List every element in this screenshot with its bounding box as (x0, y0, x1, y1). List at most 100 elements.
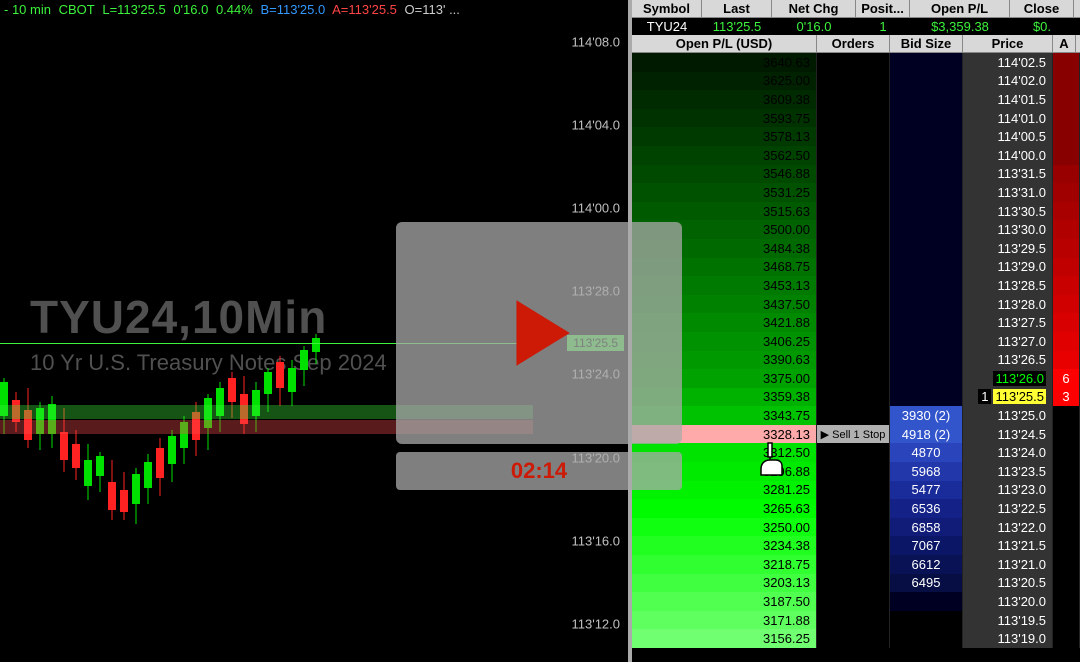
dom-cell-ask[interactable] (1053, 183, 1080, 202)
dom-cell-price[interactable]: 113'29.0 (963, 258, 1053, 277)
dom-cell-price[interactable]: 113'20.0 (963, 592, 1053, 611)
dom-cell-price[interactable]: 113'30.0 (963, 220, 1053, 239)
dom-cell-bid[interactable] (890, 183, 963, 202)
dom-cell-price[interactable]: 113'26.0 (963, 369, 1053, 388)
dom-row[interactable]: 3531.25113'31.0 (632, 183, 1080, 202)
dom-cell-bid[interactable] (890, 295, 963, 314)
dom-cell-ask[interactable] (1053, 127, 1080, 146)
play-button[interactable] (396, 222, 682, 444)
dom-cell-bid[interactable] (890, 629, 963, 648)
dom-row[interactable]: 3281.255477113'23.0 (632, 481, 1080, 500)
dom-cell-ask[interactable] (1053, 629, 1080, 648)
dom-cell-ask[interactable] (1053, 202, 1080, 221)
dom-cell-orders[interactable] (817, 239, 890, 258)
dom-row[interactable]: 3640.63114'02.5 (632, 53, 1080, 72)
dom-cell-orders[interactable] (817, 183, 890, 202)
dom-cell-orders[interactable] (817, 369, 890, 388)
dom-cell-ask[interactable] (1053, 406, 1080, 425)
dom-row[interactable]: 3609.38114'01.5 (632, 90, 1080, 109)
dom-cell-ask[interactable]: 6 (1053, 369, 1080, 388)
dom-cell-price[interactable]: 113'19.5 (963, 611, 1053, 630)
dom-cell-bid[interactable] (890, 127, 963, 146)
dom-cell-orders[interactable] (817, 53, 890, 72)
dom-top-header-cell[interactable]: Close (1010, 0, 1074, 17)
dom-cell-ask[interactable] (1053, 518, 1080, 537)
dom-cell-price[interactable]: 114'01.5 (963, 90, 1053, 109)
dom-col-header-cell[interactable]: Bid Size (890, 35, 963, 52)
dom-cell-orders[interactable] (817, 109, 890, 128)
dom-col-header-cell[interactable]: Orders (817, 35, 890, 52)
dom-cell-ask[interactable] (1053, 53, 1080, 72)
dom-row[interactable]: 3421.88113'27.5 (632, 313, 1080, 332)
dom-cell-ask[interactable] (1053, 611, 1080, 630)
dom-cell-price[interactable]: 113'24.0 (963, 443, 1053, 462)
dom-col-header-cell[interactable]: Open P/L (USD) (632, 35, 817, 52)
dom-cell-bid[interactable]: 4870 (890, 443, 963, 462)
dom-cell-price[interactable]: 113'19.0 (963, 629, 1053, 648)
dom-cell-orders[interactable] (817, 295, 890, 314)
dom-cell-ask[interactable] (1053, 574, 1080, 593)
dom-cell-orders[interactable] (817, 443, 890, 462)
dom-cell-price[interactable]: 113'30.5 (963, 202, 1053, 221)
dom-cell-ask[interactable] (1053, 109, 1080, 128)
dom-cell-price[interactable]: 113'23.5 (963, 462, 1053, 481)
dom-cell-price[interactable]: 114'02.5 (963, 53, 1053, 72)
dom-cell-orders[interactable] (817, 332, 890, 351)
dom-cell-bid[interactable]: 4918 (2) (890, 425, 963, 444)
dom-cell-ask[interactable] (1053, 499, 1080, 518)
dom-cell-orders[interactable] (817, 574, 890, 593)
dom-cell-bid[interactable]: 6536 (890, 499, 963, 518)
dom-cell-orders[interactable] (817, 406, 890, 425)
dom-row[interactable]: 3390.63113'26.5 (632, 351, 1080, 370)
dom-row[interactable]: 3328.13▶ Sell 1 Stop4918 (2)113'24.5 (632, 425, 1080, 444)
dom-row[interactable]: 3218.756612113'21.0 (632, 555, 1080, 574)
dom-cell-bid[interactable] (890, 611, 963, 630)
dom-cell-price[interactable]: 113'25.0 (963, 406, 1053, 425)
dom-cell-bid[interactable] (890, 351, 963, 370)
dom-row[interactable]: 3234.387067113'21.5 (632, 536, 1080, 555)
dom-cell-ask[interactable] (1053, 332, 1080, 351)
dom-row[interactable]: 3468.75113'29.0 (632, 258, 1080, 277)
dom-col-header-cell[interactable]: Price (963, 35, 1053, 52)
dom-cell-ask[interactable] (1053, 295, 1080, 314)
dom-top-header-cell[interactable]: Net Chg (772, 0, 856, 17)
dom-cell-bid[interactable] (890, 388, 963, 407)
dom-top-header-cell[interactable]: Open P/L (910, 0, 1010, 17)
dom-cell-bid[interactable]: 6858 (890, 518, 963, 537)
dom-cell-bid[interactable] (890, 53, 963, 72)
dom-top-header-cell[interactable]: Posit... (856, 0, 910, 17)
dom-row[interactable]: 3562.50114'00.0 (632, 146, 1080, 165)
dom-row[interactable]: 3593.75114'01.0 (632, 109, 1080, 128)
dom-row[interactable]: 3500.00113'30.0 (632, 220, 1080, 239)
dom-cell-bid[interactable] (890, 146, 963, 165)
dom-cell-ask[interactable] (1053, 276, 1080, 295)
dom-row[interactable]: 3265.636536113'22.5 (632, 499, 1080, 518)
dom-cell-ask[interactable]: 3 (1053, 388, 1080, 407)
dom-cell-orders[interactable] (817, 462, 890, 481)
dom-cell-price[interactable]: 113'23.0 (963, 481, 1053, 500)
dom-top-header-cell[interactable]: Symbol (632, 0, 702, 17)
dom-cell-price[interactable]: 113'27.5 (963, 313, 1053, 332)
dom-cell-ask[interactable] (1053, 443, 1080, 462)
dom-row[interactable]: 3375.00113'26.06 (632, 369, 1080, 388)
dom-cell-price[interactable]: 113'26.5 (963, 351, 1053, 370)
dom-cell-bid[interactable] (890, 72, 963, 91)
dom-cell-price[interactable]: 113'22.0 (963, 518, 1053, 537)
dom-cell-bid[interactable] (890, 202, 963, 221)
video-timer[interactable]: 02:14 (396, 452, 682, 490)
dom-cell-bid[interactable] (890, 592, 963, 611)
dom-cell-ask[interactable] (1053, 165, 1080, 184)
dom-cell-orders[interactable] (817, 165, 890, 184)
dom-cell-orders[interactable] (817, 536, 890, 555)
dom-cell-bid[interactable] (890, 276, 963, 295)
dom-cell-ask[interactable] (1053, 239, 1080, 258)
dom-row[interactable]: 3171.88113'19.5 (632, 611, 1080, 630)
dom-cell-orders[interactable] (817, 518, 890, 537)
dom-cell-orders[interactable] (817, 481, 890, 500)
dom-cell-ask[interactable] (1053, 592, 1080, 611)
dom-row[interactable]: 3296.885968113'23.5 (632, 462, 1080, 481)
dom-cell-bid[interactable] (890, 239, 963, 258)
dom-row[interactable]: 3625.00114'02.0 (632, 72, 1080, 91)
dom-cell-orders[interactable] (817, 388, 890, 407)
dom-cell-orders[interactable] (817, 276, 890, 295)
